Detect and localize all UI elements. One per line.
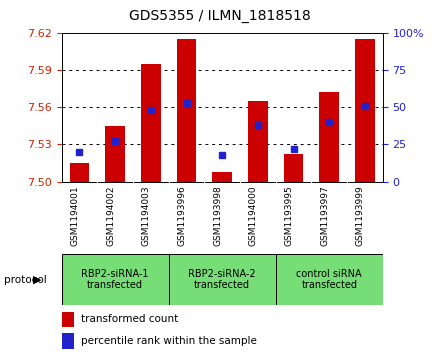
- Bar: [248, 101, 268, 182]
- Text: GDS5355 / ILMN_1818518: GDS5355 / ILMN_1818518: [129, 9, 311, 23]
- Text: GSM1194002: GSM1194002: [106, 185, 115, 246]
- Text: GSM1194000: GSM1194000: [249, 185, 258, 246]
- Text: GSM1193997: GSM1193997: [320, 185, 329, 246]
- Text: GSM1193996: GSM1193996: [177, 185, 187, 246]
- Bar: [213, 172, 232, 182]
- Text: GSM1193995: GSM1193995: [285, 185, 293, 246]
- Text: transformed count: transformed count: [81, 314, 178, 325]
- Text: RBP2-siRNA-2
transfected: RBP2-siRNA-2 transfected: [188, 269, 256, 290]
- Bar: [284, 154, 304, 182]
- Bar: [62, 311, 74, 327]
- FancyBboxPatch shape: [169, 254, 276, 305]
- FancyBboxPatch shape: [62, 254, 169, 305]
- Text: control siRNA
transfected: control siRNA transfected: [297, 269, 362, 290]
- Text: ▶: ▶: [33, 274, 42, 285]
- Text: GSM1193998: GSM1193998: [213, 185, 222, 246]
- FancyBboxPatch shape: [276, 254, 383, 305]
- Bar: [319, 92, 339, 182]
- Text: RBP2-siRNA-1
transfected: RBP2-siRNA-1 transfected: [81, 269, 149, 290]
- Text: GSM1193999: GSM1193999: [356, 185, 365, 246]
- Bar: [105, 126, 125, 182]
- Text: GSM1194001: GSM1194001: [70, 185, 80, 246]
- Bar: [355, 39, 375, 182]
- Text: protocol: protocol: [4, 274, 47, 285]
- Bar: [62, 333, 74, 348]
- Text: GSM1194003: GSM1194003: [142, 185, 151, 246]
- Bar: [141, 64, 161, 182]
- Text: percentile rank within the sample: percentile rank within the sample: [81, 336, 257, 346]
- Bar: [177, 39, 196, 182]
- Bar: [70, 163, 89, 182]
